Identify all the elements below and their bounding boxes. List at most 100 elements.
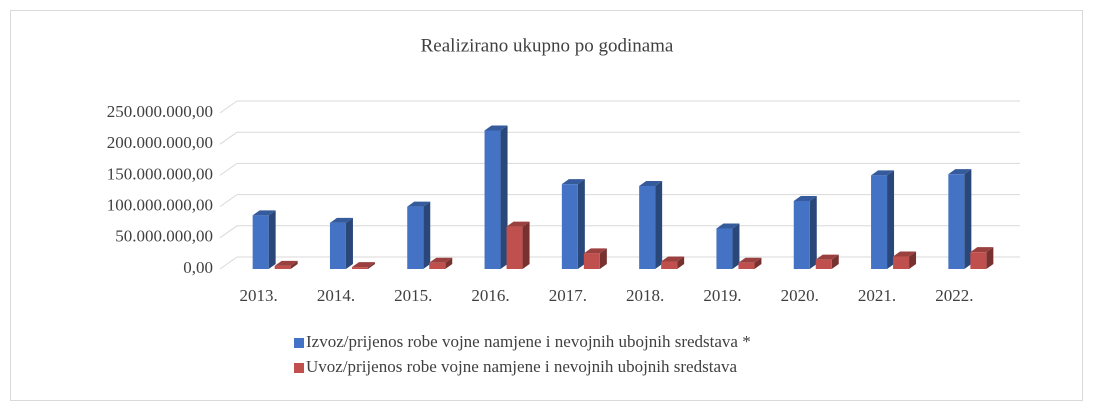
bar-top (583, 248, 607, 254)
x-tick-label: 2021. (858, 286, 896, 305)
legend-swatch (294, 338, 304, 348)
bar (716, 223, 740, 269)
legend-label: Uvoz/prijenos robe vojne namjene i nevoj… (306, 357, 737, 376)
y-tick-label: 200.000.000,00 (107, 133, 213, 152)
grid-line-side (219, 131, 238, 145)
y-tick-label: 250.000.000,00 (107, 102, 213, 121)
chart-border (10, 10, 1083, 401)
x-tick-label: 2013. (240, 286, 278, 305)
legend-label: Izvoz/prijenos robe vojne namjene i nevo… (306, 332, 751, 351)
bar-top (970, 247, 994, 253)
grid-line-side (219, 256, 238, 270)
grid-line-side (219, 225, 238, 239)
bar-top (661, 256, 685, 262)
bar-top (871, 170, 895, 176)
y-tick-label: 150.000.000,00 (107, 164, 213, 183)
bar-top (716, 223, 740, 229)
bar (738, 257, 762, 269)
bar-side (986, 247, 994, 269)
bar-front (639, 186, 656, 269)
bar-front (738, 262, 755, 269)
bar-front (793, 200, 810, 269)
bar-side (599, 248, 607, 269)
bar (815, 254, 839, 269)
bar (351, 262, 375, 269)
bar-front (561, 184, 578, 269)
bar-top (506, 221, 530, 227)
bar-front (329, 222, 346, 269)
bar-side (445, 257, 453, 269)
bar-front (407, 206, 424, 269)
bar (429, 257, 453, 269)
y-tick-label: 50.000.000,00 (115, 227, 213, 246)
bar (948, 169, 972, 269)
bar-top (484, 125, 508, 131)
bar-side (500, 125, 508, 269)
bar (871, 170, 895, 269)
bar (661, 256, 685, 269)
x-tick-label: 2018. (626, 286, 664, 305)
bar (793, 195, 817, 269)
bar (329, 217, 353, 269)
bar-top (407, 201, 431, 207)
bar-side (964, 169, 972, 269)
bar-front (252, 215, 269, 269)
bar-front (970, 252, 987, 269)
grid-line-side (219, 194, 238, 208)
bar-top (815, 254, 839, 260)
bar-top (329, 217, 353, 223)
bar-side (290, 260, 298, 269)
bar-side (423, 201, 431, 269)
bar-front (583, 253, 600, 269)
x-tick-label: 2015. (394, 286, 432, 305)
x-tick-label: 2014. (317, 286, 355, 305)
bar-top (252, 210, 276, 216)
bar-top (738, 257, 762, 263)
bar-side (831, 254, 839, 269)
bar-side (345, 217, 353, 269)
legend-swatch (294, 363, 304, 373)
bar-front (948, 174, 965, 269)
bar-front (351, 267, 368, 269)
bar (893, 251, 917, 269)
bar-side (809, 195, 817, 269)
bar-side (268, 210, 276, 269)
bar-top (351, 262, 375, 268)
x-tick-label: 2019. (703, 286, 741, 305)
x-tick-label: 2016. (471, 286, 509, 305)
bar-front (716, 228, 733, 269)
bar (639, 181, 663, 269)
bar-top (948, 169, 972, 175)
bar-front (871, 175, 888, 269)
x-tick-label: 2017. (549, 286, 587, 305)
bar (274, 260, 298, 269)
bar-side (909, 251, 917, 269)
bar-side (732, 223, 740, 269)
bar-top (639, 181, 663, 187)
bar-front (815, 259, 832, 269)
bar-front (484, 130, 501, 269)
bar-top (893, 251, 917, 257)
chart-title: Realizirano ukupno po godinama (421, 35, 674, 56)
bar (484, 125, 508, 269)
bar-side (677, 256, 685, 269)
bar (407, 201, 431, 269)
bar-front (893, 256, 910, 269)
bar (970, 247, 994, 269)
bar-side (655, 181, 663, 269)
bar-side (522, 221, 530, 269)
bar-front (429, 262, 446, 269)
bar-side (577, 179, 585, 269)
bar-front (506, 226, 523, 269)
bar (506, 221, 530, 269)
bar (583, 248, 607, 269)
x-tick-label: 2020. (781, 286, 819, 305)
bar-side (367, 262, 375, 269)
bar-top (561, 179, 585, 185)
bar-front (661, 261, 678, 269)
bar-top (793, 195, 817, 201)
bar (252, 210, 276, 269)
grid-line-side (219, 100, 238, 114)
y-tick-label: 0,00 (183, 258, 213, 277)
